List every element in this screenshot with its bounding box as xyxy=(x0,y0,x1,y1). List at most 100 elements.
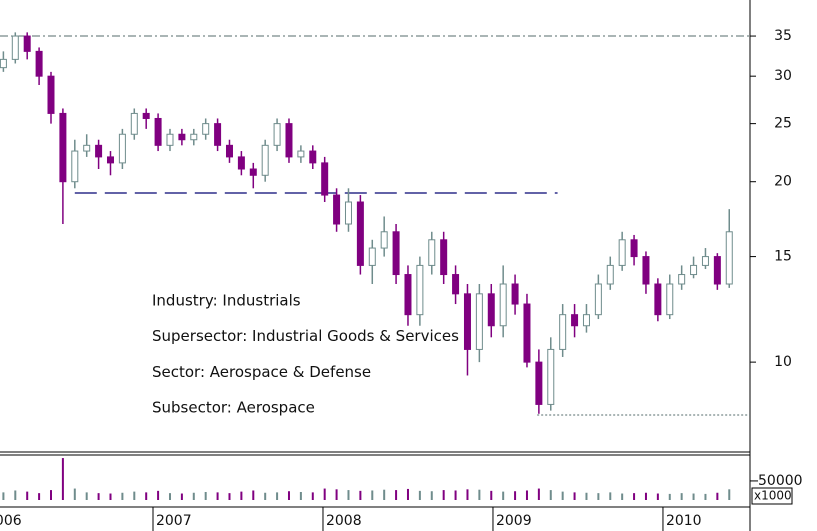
candle-body xyxy=(630,239,638,258)
candle-body xyxy=(392,231,400,276)
volume-bar xyxy=(466,489,469,500)
volume-bar xyxy=(26,491,29,500)
candle-body xyxy=(142,112,150,119)
volume-bar xyxy=(668,493,671,500)
candle-body xyxy=(535,361,543,405)
candle-body xyxy=(190,133,198,141)
candle-body xyxy=(344,201,352,225)
volume-bar xyxy=(490,490,493,500)
candle-body xyxy=(713,256,721,285)
annotation: Industry: Industrials xyxy=(152,292,301,310)
candle-body xyxy=(582,314,590,327)
candle-body xyxy=(499,283,507,327)
volume-bar xyxy=(585,492,588,500)
candle-body xyxy=(475,293,483,350)
candle-body xyxy=(368,247,376,266)
candle-body xyxy=(463,293,471,350)
volume-bar xyxy=(347,490,350,500)
volume-bar xyxy=(240,491,243,500)
volume-bar xyxy=(383,489,386,500)
volume-bar xyxy=(299,491,302,500)
volume-bar xyxy=(502,491,505,500)
candle-body xyxy=(321,162,329,196)
x-tick-label: 2008 xyxy=(326,513,362,529)
y-tick-label: 25 xyxy=(774,116,792,132)
candle-body xyxy=(95,144,103,158)
volume-bar xyxy=(121,492,124,500)
volume-bar xyxy=(61,458,64,500)
volume-bar xyxy=(180,493,183,500)
candle-body xyxy=(71,150,79,183)
volume-bar xyxy=(85,492,88,500)
candle-body xyxy=(523,303,531,363)
volume-bar xyxy=(216,492,219,500)
volume-bar xyxy=(514,491,517,500)
candle-body xyxy=(642,256,650,285)
candle-body xyxy=(118,133,126,164)
candle-body xyxy=(725,231,733,285)
candle-body xyxy=(106,156,114,164)
volume-bar xyxy=(287,491,290,500)
volume-bar xyxy=(97,493,100,500)
candle-body xyxy=(440,239,448,276)
candle-body xyxy=(380,231,388,249)
volume-bar xyxy=(692,493,695,500)
candle-body xyxy=(237,156,245,170)
x-tick-label: 2007 xyxy=(156,513,192,529)
volume-bar xyxy=(192,492,195,500)
volume-bar xyxy=(430,491,433,500)
candle-body xyxy=(178,133,186,141)
volume-bar xyxy=(38,493,41,500)
volume-bar xyxy=(644,492,647,500)
candle-body xyxy=(0,58,7,69)
candle-body xyxy=(618,239,626,266)
candle-body xyxy=(273,123,281,146)
y-tick-label: 10 xyxy=(774,354,792,370)
candle-body xyxy=(214,123,222,146)
volume-bar xyxy=(454,490,457,500)
volume-bar xyxy=(418,490,421,500)
candle-body xyxy=(23,35,31,52)
annotation: Supersector: Industrial Goods & Services xyxy=(152,327,459,345)
volume-bar xyxy=(656,493,659,500)
volume-bar xyxy=(204,491,207,500)
volume-bar xyxy=(728,489,731,500)
volume-bar xyxy=(680,493,683,500)
volume-bar xyxy=(525,490,528,500)
x-tick-label: 2006 xyxy=(0,513,22,529)
candle-body xyxy=(606,264,614,285)
candle-body xyxy=(83,144,91,152)
candle-body xyxy=(261,144,269,176)
volume-bar xyxy=(168,493,171,500)
candle-body xyxy=(559,314,567,350)
candle-body xyxy=(701,256,709,266)
volume-bar xyxy=(49,490,52,500)
candle-body xyxy=(511,283,519,305)
volume-bar xyxy=(478,489,481,500)
volume-bar xyxy=(359,490,362,500)
volume-bar xyxy=(371,490,374,500)
candle-body xyxy=(428,239,436,266)
candle-body xyxy=(297,150,305,158)
volume-tick-label: 50000 xyxy=(758,473,803,489)
y-tick-label: 35 xyxy=(774,28,792,44)
volume-bar xyxy=(311,492,314,500)
candle-body xyxy=(571,314,579,327)
volume-bar xyxy=(157,490,160,500)
volume-bar xyxy=(406,488,409,500)
volume-bar xyxy=(2,492,5,500)
y-tick-label: 30 xyxy=(774,68,792,84)
volume-bar xyxy=(716,492,719,500)
volume-unit: x1000 xyxy=(754,489,792,503)
candle-body xyxy=(166,133,174,146)
volume-bar xyxy=(597,493,600,500)
volume-bar xyxy=(335,489,338,500)
candle-body xyxy=(594,283,602,316)
candle-body xyxy=(285,123,293,158)
candle-body xyxy=(249,168,257,176)
annotation: Sector: Aerospace & Defense xyxy=(152,363,371,381)
volume-bar xyxy=(264,492,267,500)
volume-bar xyxy=(609,492,612,500)
candle-body xyxy=(654,283,662,316)
candle-body xyxy=(690,264,698,276)
